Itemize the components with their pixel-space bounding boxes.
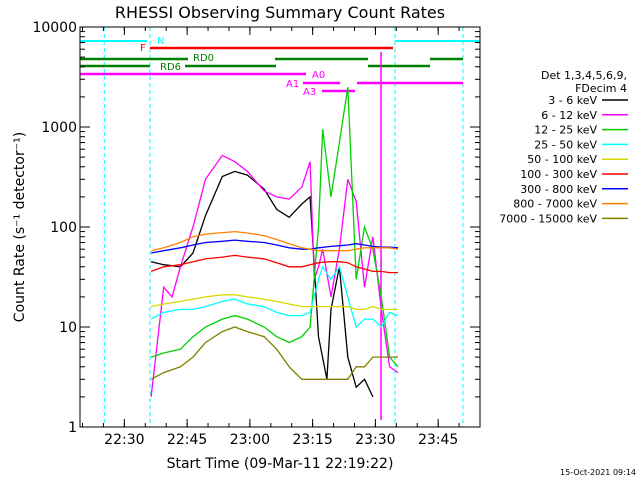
y-tick-label: 10000 xyxy=(32,20,77,36)
legend: Det 1,3,4,5,6,9,FDecim 43 - 6 keV 6 - 12 … xyxy=(499,69,628,225)
legend-entry-label: 100 - 300 keV xyxy=(520,168,597,181)
legend-header: FDecim 4 xyxy=(575,82,627,95)
flag-label-a3: A3 xyxy=(303,87,316,98)
flag-label-rd6: RD6 xyxy=(160,62,181,73)
flag-label-n: N xyxy=(157,36,164,47)
series-line-0 xyxy=(150,170,374,398)
series-line-5 xyxy=(150,254,398,274)
legend-entry-label: 7000 - 15000 keV xyxy=(499,212,597,225)
y-axis-label: Count Rate (s⁻¹ detector⁻¹) xyxy=(12,132,28,322)
legend-entry-label: 50 - 100 keV xyxy=(527,153,597,166)
legend-entry-label: 800 - 7000 keV xyxy=(513,198,597,211)
series-line-2 xyxy=(150,87,399,368)
x-tick-label: 23:30 xyxy=(355,432,395,448)
series-lines xyxy=(150,87,399,398)
axis-ticks: 22:30 22:45 23:00 23:15 23:30 23:45 1 10 100 1000… xyxy=(32,20,481,448)
legend-header: Det 1,3,4,5,6,9, xyxy=(541,69,627,82)
flag-label-rd0: RD0 xyxy=(193,53,214,64)
series-line-7 xyxy=(150,230,399,252)
x-tick-label: 23:45 xyxy=(418,432,458,448)
flag-label-a0: A0 xyxy=(312,70,325,81)
legend-entry-label: 6 - 12 keV xyxy=(541,109,597,122)
x-tick-label: 22:45 xyxy=(167,432,207,448)
generation-timestamp: 15-Oct-2021 09:14 xyxy=(560,468,636,477)
flag-bars: NF RD0 RD6 A0 A1 A3 xyxy=(80,27,480,427)
legend-entry-label: 300 - 800 keV xyxy=(520,183,597,196)
y-tick-label: 1000 xyxy=(41,120,77,136)
x-tick-label: 23:00 xyxy=(230,432,270,448)
chart-title: RHESSI Observing Summary Count Rates xyxy=(115,3,445,22)
plot-frame xyxy=(79,26,481,428)
legend-entry-label: 12 - 25 keV xyxy=(534,124,597,137)
x-axis-label: Start Time (09-Mar-11 22:19:22) xyxy=(167,456,394,472)
y-tick-label: 1 xyxy=(68,420,77,436)
series-line-6 xyxy=(150,239,399,254)
flag-label-f: F xyxy=(140,43,146,54)
series-line-3 xyxy=(150,265,399,329)
y-tick-label: 10 xyxy=(59,320,77,336)
series-line-8 xyxy=(150,326,398,380)
y-tick-label: 100 xyxy=(50,220,77,236)
legend-entry-label: 25 - 50 keV xyxy=(534,138,597,151)
flag-label-a1: A1 xyxy=(286,79,299,90)
series-line-1 xyxy=(150,154,399,397)
x-tick-label: 23:15 xyxy=(292,432,332,448)
x-tick-label: 22:30 xyxy=(104,432,144,448)
legend-entry-label: 3 - 6 keV xyxy=(548,94,597,107)
series-line-4 xyxy=(150,294,398,311)
